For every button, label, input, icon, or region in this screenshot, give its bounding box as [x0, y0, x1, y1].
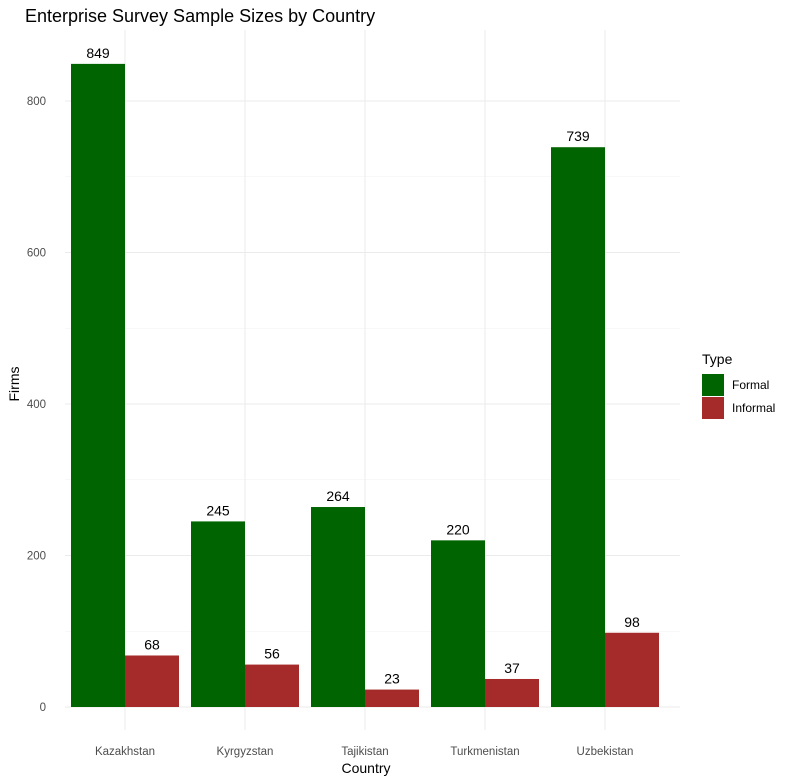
y-tick-label: 800	[27, 96, 46, 108]
data-label: 37	[504, 660, 520, 676]
bar-formal	[71, 63, 125, 707]
y-tick-label: 0	[40, 702, 46, 714]
bar-informal	[365, 689, 419, 707]
data-label: 245	[206, 502, 230, 518]
x-axis-label: Country	[341, 760, 390, 776]
bar-informal	[125, 655, 179, 707]
bar-formal	[431, 540, 485, 707]
data-label: 849	[86, 45, 110, 61]
y-tick-label: 400	[27, 399, 46, 411]
legend-key-informal	[702, 397, 724, 419]
data-label: 68	[144, 636, 160, 652]
x-tick-label: Kazakhstan	[95, 746, 155, 758]
legend: Type Formal Informal	[702, 351, 775, 419]
y-tick-label: 600	[27, 248, 46, 260]
bar-informal	[485, 678, 539, 707]
y-axis-tick-labels: 0 200 400 600 800	[27, 96, 46, 714]
bar-informal	[245, 664, 299, 707]
x-tick-label: Tajikistan	[341, 746, 388, 758]
chart-title: Enterprise Survey Sample Sizes by Countr…	[25, 6, 375, 26]
data-label: 56	[264, 646, 280, 662]
legend-label: Informal	[732, 401, 775, 415]
bars: 849 245 264 220 739 68 56 23 37 98	[71, 45, 659, 707]
x-tick-label: Uzbekistan	[577, 746, 634, 758]
data-label: 739	[566, 128, 590, 144]
legend-title: Type	[702, 351, 733, 367]
bar-formal	[311, 507, 365, 707]
data-label: 220	[446, 521, 470, 537]
legend-label: Formal	[732, 378, 769, 392]
y-tick-label: 200	[27, 551, 46, 563]
bar-informal	[605, 632, 659, 707]
data-label: 264	[326, 488, 350, 504]
bar-formal	[551, 147, 605, 707]
legend-key-formal	[702, 374, 724, 396]
x-tick-label: Turkmenistan	[450, 746, 519, 758]
x-axis-tick-labels: Kazakhstan Kyrgyzstan Tajikistan Turkmenist…	[95, 746, 634, 758]
y-axis-label: Firms	[6, 367, 22, 402]
data-label: 23	[384, 671, 400, 687]
x-tick-label: Kyrgyzstan	[217, 746, 274, 758]
bar-formal	[191, 521, 245, 707]
data-label: 98	[624, 614, 640, 630]
